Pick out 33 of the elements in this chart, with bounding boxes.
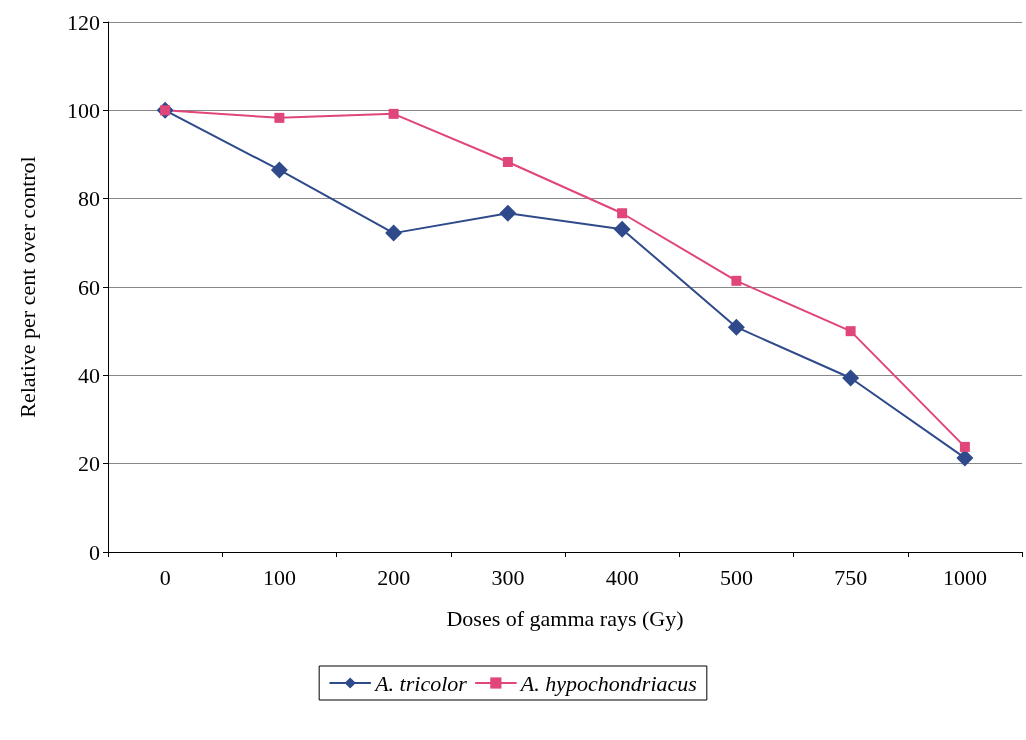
point <box>499 204 517 222</box>
point <box>274 112 285 123</box>
y-tick-label: 40 <box>78 362 100 388</box>
x-tick-label: 0 <box>159 564 171 590</box>
point <box>502 157 513 168</box>
x-tick-label: 400 <box>605 564 639 590</box>
point <box>842 369 860 387</box>
y-tick-label: 80 <box>78 186 100 212</box>
y-tick-label: 0 <box>89 539 100 565</box>
point <box>613 220 631 238</box>
x-tick-label: 1000 <box>942 564 987 590</box>
x-tick-label: 750 <box>834 564 868 590</box>
point <box>388 108 399 119</box>
legend-label: A. tricolor <box>373 670 468 696</box>
y-axis-title: Relative per cent over control <box>14 156 40 418</box>
y-tick-label: 120 <box>67 9 100 35</box>
x-tick-label: 200 <box>377 564 411 590</box>
point <box>956 449 974 467</box>
legend-label: A. hypochondriacus <box>518 670 697 696</box>
point <box>845 326 856 337</box>
x-tick-label: 500 <box>719 564 753 590</box>
point <box>731 275 742 286</box>
y-tick-label: 60 <box>78 274 100 300</box>
x-tick-label: 100 <box>262 564 296 590</box>
point <box>959 441 970 452</box>
x-axis-title: Doses of gamma rays (Gy) <box>446 605 684 631</box>
x-tick-label: 300 <box>491 564 525 590</box>
point <box>617 208 628 219</box>
point <box>270 161 288 179</box>
point <box>385 224 403 242</box>
y-tick-label: 20 <box>78 451 100 477</box>
point <box>727 318 745 336</box>
y-tick-label: 100 <box>67 97 100 123</box>
